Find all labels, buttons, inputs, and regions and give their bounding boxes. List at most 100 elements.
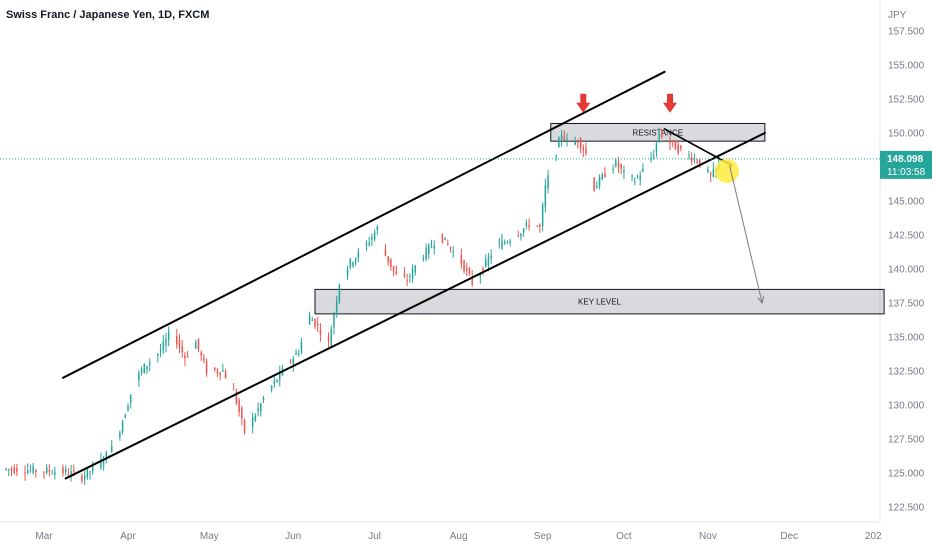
y-tick-label: 127.500 [888, 435, 925, 446]
highlight-circle [714, 159, 739, 184]
candle-body [86, 469, 89, 477]
candle-body [487, 257, 490, 266]
x-tick-label: Mar [35, 531, 53, 542]
candle-body [300, 341, 303, 353]
chart-title: Swiss Franc / Japanese Yen, 1D, FXCM [6, 9, 210, 21]
candle-body [186, 356, 189, 358]
candle-body [368, 242, 370, 245]
candle-body [525, 222, 528, 226]
candle-body [690, 157, 693, 162]
candle-body [544, 185, 547, 208]
channel-lower-line[interactable] [64, 132, 766, 480]
candle-body [197, 338, 200, 350]
x-tick-label: Apr [120, 531, 136, 542]
candle-body [498, 243, 501, 245]
candle-body [669, 139, 671, 143]
candle-body [260, 403, 262, 412]
candle-body [655, 142, 658, 152]
candle-body [696, 161, 698, 163]
candle-body [699, 159, 701, 167]
candle-body [162, 341, 164, 351]
candle-body [35, 469, 37, 472]
candle-body [373, 232, 376, 240]
candle-body [414, 265, 417, 273]
candle-body [422, 258, 425, 260]
candle-body [232, 389, 235, 391]
candle-body [32, 466, 34, 473]
candle-body [707, 169, 709, 173]
candle-body [111, 446, 113, 452]
current-price-tag [880, 150, 932, 179]
candle-body [642, 168, 644, 172]
candle-body [428, 244, 430, 255]
y-tick-label: 135.000 [888, 333, 925, 344]
candle-body [319, 329, 322, 335]
candle-body [623, 170, 625, 173]
candle-body [216, 371, 219, 374]
candle-body [349, 258, 351, 268]
candle-body [376, 226, 379, 230]
candle-body [129, 394, 132, 403]
candle-body [365, 243, 368, 246]
candle-body [13, 468, 15, 473]
candle-body [143, 363, 146, 374]
y-tick-label: 122.500 [888, 503, 925, 514]
candle-body [48, 470, 51, 472]
y-tick-label: 125.000 [888, 469, 925, 480]
candle-body [273, 380, 276, 384]
candle-body [612, 168, 614, 170]
candle-body [165, 338, 167, 346]
channel-upper-line[interactable] [61, 70, 666, 379]
y-tick-label: 130.000 [888, 401, 925, 412]
candle-body [601, 174, 604, 180]
candle-body [503, 242, 506, 244]
key-level-zone-label: KEY LEVEL [578, 298, 622, 307]
candle-body [295, 353, 297, 355]
candle-body [222, 370, 224, 372]
candle-body [501, 241, 503, 249]
candle-body [574, 141, 576, 145]
candle-body [297, 353, 300, 355]
candle-body [677, 144, 679, 154]
candle-body [62, 467, 64, 473]
candle-body [338, 284, 341, 302]
candle-body [384, 249, 387, 256]
candle-body [178, 339, 181, 348]
candle-body [615, 159, 617, 167]
candle-body [631, 175, 633, 177]
candle-body [167, 331, 170, 341]
candle-body [203, 358, 205, 361]
candle-body [528, 225, 530, 227]
candle-body [466, 267, 468, 271]
candle-body [712, 168, 715, 177]
candle-body [387, 256, 389, 263]
candle-body [620, 164, 622, 169]
x-tick-label: May [200, 531, 219, 542]
candle-body [452, 251, 454, 253]
candle-body [251, 417, 254, 427]
candle-body [433, 245, 435, 249]
candle-body [558, 138, 560, 148]
candle-body [335, 300, 338, 313]
candle-body [425, 248, 427, 260]
candle-body [566, 139, 568, 141]
candle-body [463, 260, 465, 272]
candle-body [403, 274, 406, 277]
candle-body [447, 244, 449, 246]
candle-body [29, 469, 32, 471]
candle-body [639, 175, 641, 181]
down-arrow-icon [576, 93, 591, 113]
candle-body [330, 330, 333, 348]
y-tick-label: 140.000 [888, 265, 925, 276]
current-price-value: 148.098 [887, 154, 924, 165]
candle-body [634, 181, 636, 183]
candle-body [390, 258, 392, 268]
candle-body [479, 274, 482, 277]
candle-body [352, 262, 354, 266]
y-tick-label: 157.500 [888, 27, 925, 38]
descending-trendline[interactable] [663, 128, 734, 167]
candle-body [563, 136, 566, 140]
candle-body [333, 314, 335, 328]
